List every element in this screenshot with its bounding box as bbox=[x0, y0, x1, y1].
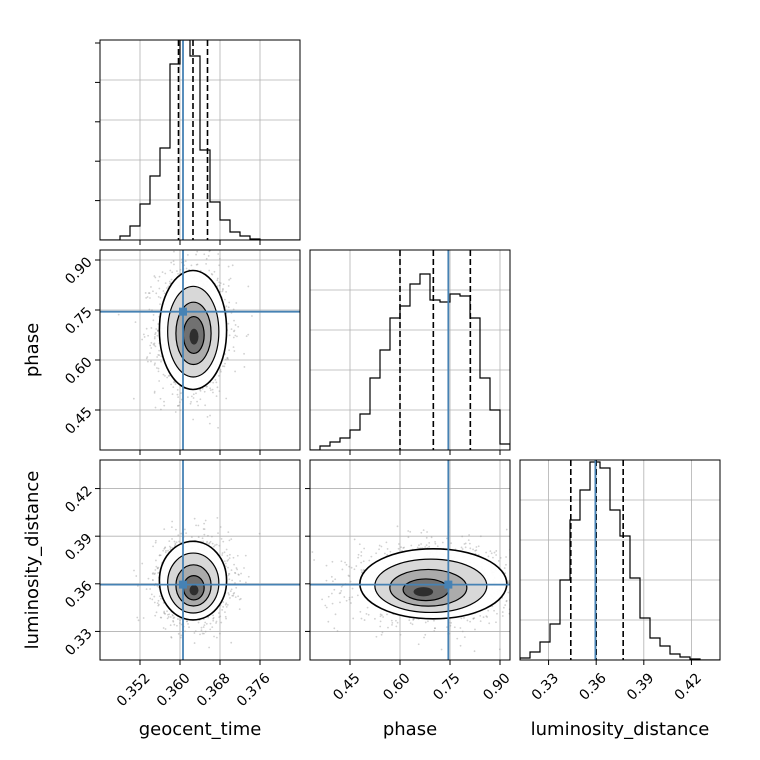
panel-frame bbox=[519, 459, 721, 661]
panel-hist-phase bbox=[309, 249, 511, 455]
truth-marker bbox=[444, 580, 453, 589]
truth-marker bbox=[179, 307, 187, 316]
panel-frame bbox=[99, 459, 301, 661]
panel-frame bbox=[309, 459, 511, 661]
ylabel-luminosity_distance: luminosity_distance bbox=[22, 471, 43, 650]
panel-frame bbox=[99, 249, 301, 451]
xlabel-luminosity_distance: luminosity_distance bbox=[531, 719, 710, 740]
histogram-geocent_time bbox=[100, 40, 300, 240]
truth-marker bbox=[179, 580, 187, 589]
panel-frame bbox=[99, 39, 301, 241]
xlabel-phase: phase bbox=[383, 719, 437, 740]
ylabel-phase: phase bbox=[22, 323, 43, 377]
panels-layer: 0.33 0.36 0.39 0.420.450.600.750.900.330.36… bbox=[62, 39, 721, 710]
panel-hist-geocent_time bbox=[95, 39, 301, 245]
panel-contour-phase-vs-geocent_time: 0.450.600.750.90 bbox=[62, 249, 301, 455]
panel-contour-luminosity_distance-vs-phase: 0.45 0.60 0.75 0.90 bbox=[305, 459, 514, 704]
histogram-luminosity_distance bbox=[520, 461, 720, 660]
panel-frame bbox=[309, 249, 511, 451]
histogram-phase bbox=[310, 273, 510, 450]
xlabel-geocent_time: geocent_time bbox=[139, 719, 262, 740]
